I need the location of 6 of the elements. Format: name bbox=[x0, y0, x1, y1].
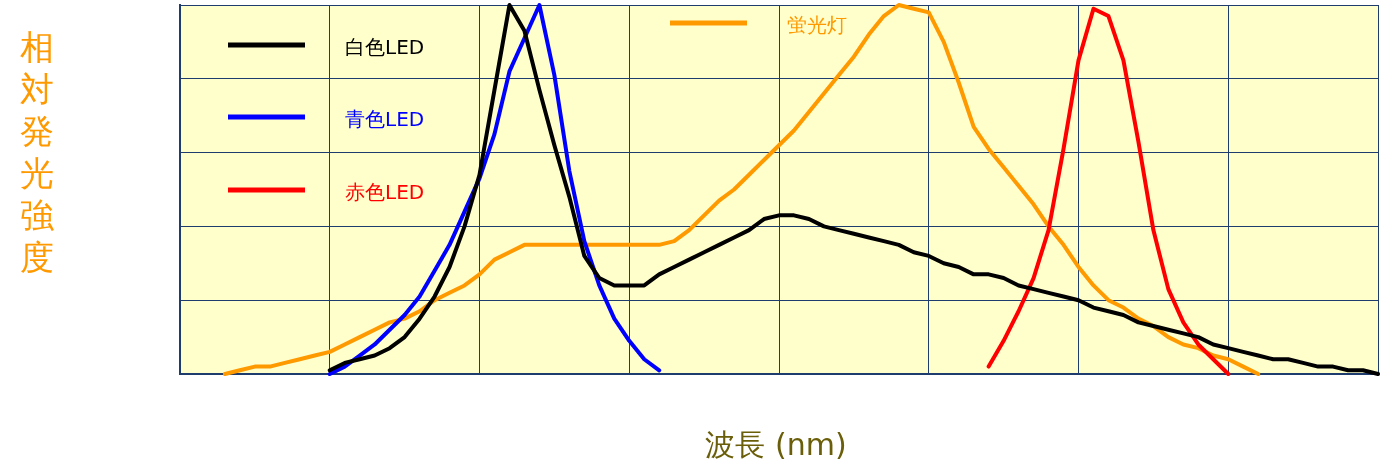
y-axis-title: 相対発光強度 bbox=[20, 26, 55, 278]
legend-label: 赤色LED bbox=[345, 180, 425, 205]
x-axis-title: 波長 (nm) bbox=[704, 426, 848, 464]
legend-label: 蛍光灯 bbox=[787, 13, 847, 38]
legend-label: 青色LED bbox=[345, 107, 425, 132]
legend-label: 白色LED bbox=[345, 35, 425, 60]
